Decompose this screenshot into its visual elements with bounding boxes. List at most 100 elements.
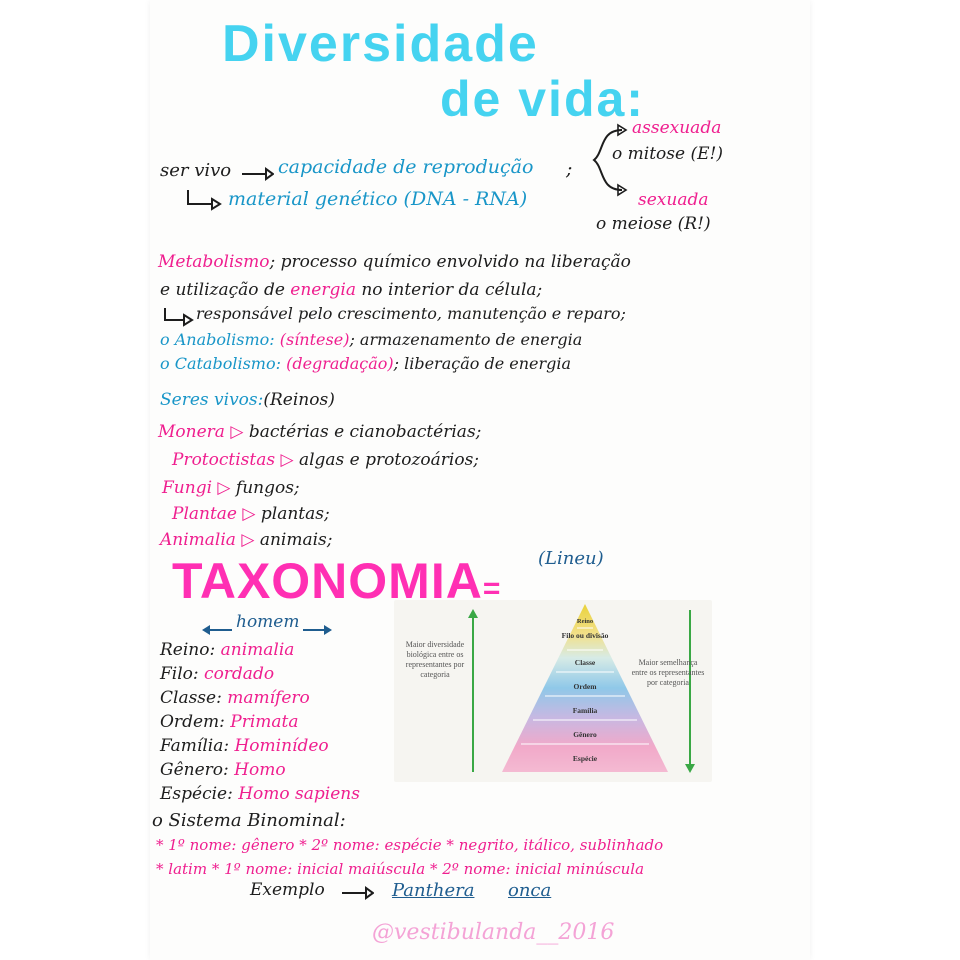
arrow-right-icon: ▷ [237,504,261,524]
metabolismo-text: e utilização de [160,280,285,300]
catabolismo-term: o Catabolismo: [160,354,281,373]
example-genus: Panthera [392,880,475,901]
energia-word: energia [290,280,356,300]
pyramid-level: Ordem [573,682,597,691]
reino-description: plantas; [260,504,330,524]
assexuada-label: assexuada [632,118,722,138]
semicolon: ; [566,158,573,180]
arrow-right-icon: ▷ [275,450,299,470]
sexuada-label: sexuada [638,190,709,210]
reino-name: Plantae [172,504,237,524]
mitose-item: o mitose (E!) [612,144,723,164]
rank-value: animalia [220,640,295,660]
metabolismo-line3: responsável pelo crescimento, manutenção… [196,304,626,323]
degradacao-note: (degradação) [286,354,394,373]
pyramid-level: Gênero [573,730,597,739]
rule-lowercase: * 2º nome: inicial minúscula [429,860,645,878]
metabolismo-text: no interior da célula; [361,280,543,300]
arrow-down-icon [685,610,695,773]
arrow-right-icon [242,167,274,181]
catabolismo-line: o Catabolismo: (degradação); liberação d… [160,354,571,373]
page-title-line1: Diversidade [222,15,539,73]
sintese-note: (síntese) [279,330,350,349]
rank-row: Reino: animalia [160,640,294,660]
rank-label: Filo: [160,664,199,684]
taxonomia-equals: = [482,572,502,605]
arrow-right-icon: ▷ [212,478,236,498]
reino-item: Monera ▷ bactérias e cianobactérias; [158,422,481,442]
meiose-item: o meiose (R!) [596,214,711,234]
reino-description: fungos; [235,478,300,498]
reino-description: bactérias e cianobactérias; [248,422,482,442]
left-label: Maior diversidade biológica entre os rep… [405,640,465,679]
branch-arrow-icon [164,308,194,327]
rank-row: Ordem: Primata [160,712,299,732]
rank-row: Família: Hominídeo [160,736,329,756]
reino-item: Fungi ▷ fungos; [162,478,300,498]
rank-value: mamífero [227,688,310,708]
anabolismo-line: o Anabolismo: (síntese); armazenamento d… [160,330,582,349]
rank-label: Reino: [160,640,216,660]
reino-description: algas e protozoários; [298,450,480,470]
binominal-heading: o Sistema Binominal: [152,810,346,831]
reino-name: Protoctistas [172,450,276,470]
notebook-page [150,0,810,960]
curly-brace-icon [592,123,628,197]
rank-label: Família: [160,736,230,756]
seres-vivos-term: Seres vivos: [160,390,264,410]
pyramid [502,604,668,772]
metabolismo-definition: ; processo químico envolvido na liberaçã… [269,252,631,272]
reino-name: Animalia [160,530,236,550]
material-genetico: material genético (DNA - RNA) [228,188,528,210]
rank-row: Gênero: Homo [160,760,286,780]
rule-latin: * latim [156,860,208,878]
arrow-up-icon [468,609,478,772]
homem-label: homem [232,612,304,632]
anabolismo-term: o Anabolismo: [160,330,275,349]
rule-uppercase: * 1º nome: inicial maiúscula [211,860,426,878]
rank-label: Espécie: [160,784,233,804]
capacidade-reproducao: capacidade de reprodução [278,156,534,178]
page-title-line2: de vida: [440,71,645,127]
catabolismo-definition: ; liberação de energia [393,354,572,373]
pyramid-level: Família [572,706,598,715]
rule-formatting: * negrito, itálico, sublinhado [446,836,664,854]
rank-label: Gênero: [160,760,229,780]
lineu-note: (Lineu) [538,548,604,569]
arrow-right-icon: ▷ [235,530,260,550]
reino-description: animais; [259,530,333,550]
rank-value: cordado [204,664,275,684]
rank-row: Filo: cordado [160,664,274,684]
reino-name: Fungi [162,478,213,498]
pyramid-level: Reino [576,618,594,625]
rank-value: Hominídeo [234,736,329,756]
taxonomy-pyramid-figure: Maior diversidade biológica entre os rep… [394,600,712,782]
right-label: Maior semelhança entre os representantes… [631,658,705,687]
branch-arrow-icon [187,190,222,211]
reino-item: Plantae ▷ plantas; [172,504,330,524]
taxonomia-word: TAXONOMIA [172,553,483,609]
rule-species-name: * 2º nome: espécie [299,836,442,854]
reino-name: Monera [158,422,225,442]
watermark: @vestibulanda__2016 [372,920,615,945]
pyramid-level: Classe [574,658,596,667]
reinos-heading: Seres vivos:(Reinos) [160,390,335,410]
metabolismo-line1: Metabolismo; processo químico envolvido … [158,252,631,272]
rank-value: Homo sapiens [238,784,360,804]
pyramid-level: Espécie [572,754,598,763]
metabolismo-line2: e utilização de energia no interior da c… [160,280,542,300]
rank-row: Espécie: Homo sapiens [160,784,360,804]
rank-label: Ordem: [160,712,225,732]
taxonomia-title: TAXONOMIA= [172,552,501,610]
exemplo-label: Exemplo [250,880,325,900]
example-species: onca [508,880,552,901]
binominal-line1: * 1º nome: gênero * 2º nome: espécie * n… [156,836,663,854]
metabolismo-term: Metabolismo [158,252,270,272]
reinos-note: (Reinos) [263,390,335,410]
reino-item: Animalia ▷ animais; [160,530,333,550]
rank-label: Classe: [160,688,222,708]
arrow-right-icon [342,886,374,900]
anabolismo-definition: ; armazenamento de energia [349,330,583,349]
pyramid-level: Filo ou divisão [561,631,609,640]
rank-row: Classe: mamífero [160,688,310,708]
